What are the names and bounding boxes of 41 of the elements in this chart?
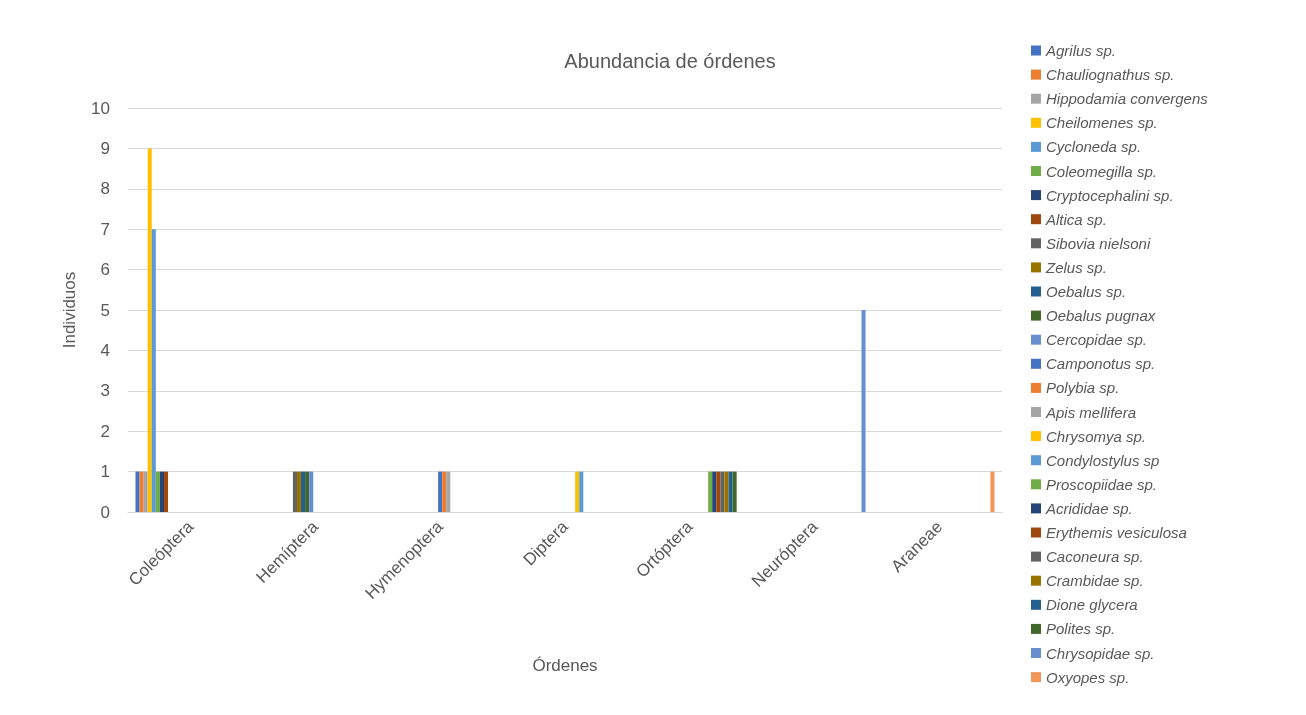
- legend-label: Oebalus sp.: [1046, 283, 1127, 300]
- y-axis-title: Individuos: [60, 271, 79, 349]
- legend-label: Proscopiidae sp.: [1046, 475, 1157, 493]
- chart-title: Abundancia de órdenes: [564, 50, 776, 72]
- legend-label: Altica sp.: [1045, 210, 1107, 228]
- legend-label: Chrysomya sp.: [1046, 427, 1147, 445]
- legend-label: Dione glycera: [1046, 596, 1138, 614]
- y-tick-label: 8: [100, 179, 110, 199]
- y-tick-label: 3: [100, 381, 110, 401]
- legend-label: Apis mellifera: [1045, 403, 1137, 421]
- y-tick-label: 10: [91, 98, 110, 118]
- y-tick-label: 2: [100, 421, 110, 441]
- legend-label: Chrysopidae sp.: [1046, 644, 1155, 662]
- legend-label: Sibovia nielsoni: [1046, 234, 1151, 252]
- y-tick-label: 9: [100, 138, 110, 158]
- legend-label: Polites sp.: [1046, 620, 1116, 638]
- legend-label: Erythemis vesiculosa: [1046, 524, 1187, 541]
- legend-label: Crambidae sp.: [1046, 572, 1144, 590]
- y-tick-label: 0: [100, 502, 110, 522]
- legend-label: Camponotus sp.: [1046, 355, 1156, 373]
- legend-label: Polybia sp.: [1046, 379, 1120, 397]
- legend-label: Cheilomenes sp.: [1046, 114, 1158, 132]
- legend-label: Agrilus sp.: [1045, 42, 1117, 59]
- legend-label: Cycloneda sp.: [1046, 138, 1142, 156]
- legend-label: Oebalus pugnax: [1046, 307, 1156, 325]
- legend-label: Acrididae sp.: [1045, 499, 1133, 517]
- legend-label: Cryptocephalini sp.: [1046, 186, 1174, 204]
- y-tick-label: 4: [100, 340, 110, 360]
- legend-label: Oxyopes sp.: [1046, 668, 1130, 686]
- legend-label: Zelus sp.: [1045, 258, 1107, 276]
- legend-label: Caconeura sp.: [1046, 548, 1144, 566]
- legend-label: Condylostylus sp: [1046, 451, 1160, 469]
- legend-label: Hippodamia convergens: [1046, 90, 1209, 108]
- y-tick-label: 1: [100, 462, 110, 482]
- legend-label: Cercopidae sp.: [1046, 331, 1147, 349]
- x-axis-title: Órdenes: [532, 656, 598, 675]
- legend-label: Coleomegilla sp.: [1046, 162, 1157, 180]
- y-tick-label: 7: [100, 219, 110, 239]
- y-tick-label: 6: [100, 260, 110, 280]
- legend-label: Chauliognathus sp.: [1046, 66, 1175, 84]
- y-tick-label: 5: [100, 300, 110, 320]
